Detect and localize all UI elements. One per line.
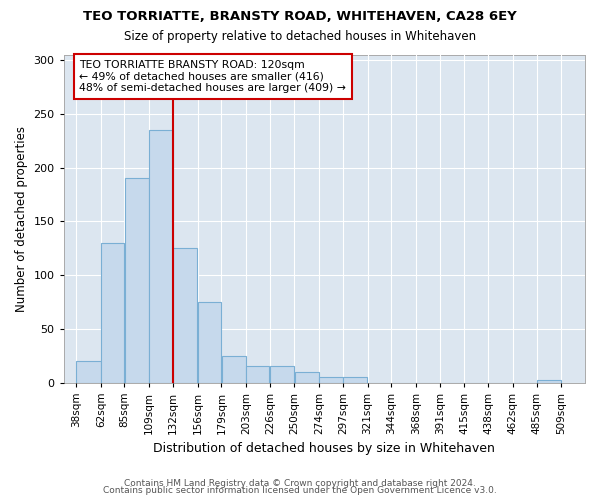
Bar [125, 178, 149, 382]
Bar [270, 366, 294, 382]
Bar [343, 377, 367, 382]
X-axis label: Distribution of detached houses by size in Whitehaven: Distribution of detached houses by size … [154, 442, 495, 455]
Text: TEO TORRIATTE, BRANSTY ROAD, WHITEHAVEN, CA28 6EY: TEO TORRIATTE, BRANSTY ROAD, WHITEHAVEN,… [83, 10, 517, 23]
Bar [76, 361, 101, 382]
Text: Contains public sector information licensed under the Open Government Licence v3: Contains public sector information licen… [103, 486, 497, 495]
Bar [198, 302, 221, 382]
Bar [319, 377, 343, 382]
Bar [221, 356, 246, 382]
Bar [537, 380, 561, 382]
Bar [173, 248, 197, 382]
Bar [101, 243, 124, 382]
Text: Size of property relative to detached houses in Whitehaven: Size of property relative to detached ho… [124, 30, 476, 43]
Bar [149, 130, 173, 382]
Bar [295, 372, 319, 382]
Y-axis label: Number of detached properties: Number of detached properties [15, 126, 28, 312]
Text: TEO TORRIATTE BRANSTY ROAD: 120sqm
← 49% of detached houses are smaller (416)
48: TEO TORRIATTE BRANSTY ROAD: 120sqm ← 49%… [79, 60, 346, 93]
Bar [247, 366, 269, 382]
Text: Contains HM Land Registry data © Crown copyright and database right 2024.: Contains HM Land Registry data © Crown c… [124, 478, 476, 488]
